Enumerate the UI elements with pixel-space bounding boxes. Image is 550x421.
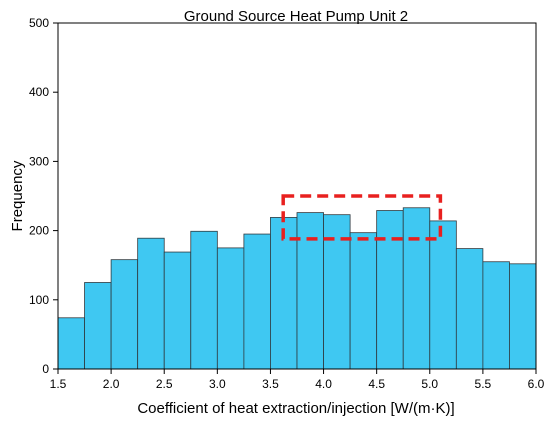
histogram-bar — [509, 263, 537, 370]
y-axis-label: Frequency — [9, 160, 26, 231]
y-tick-label: 500 — [29, 16, 49, 30]
y-axis: 0 100 200 300 400 500 — [29, 16, 58, 376]
y-tick-label: 0 — [42, 362, 49, 376]
histogram-bar — [402, 207, 431, 370]
histogram-bar — [429, 220, 457, 370]
x-tick-label: 1.5 — [50, 377, 67, 391]
chart-title: Ground Source Heat Pump Unit 2 — [184, 8, 408, 25]
histogram-bar — [163, 251, 192, 370]
x-tick-label: 3.5 — [262, 377, 279, 391]
histogram-bar — [482, 261, 510, 370]
plot-frame — [57, 22, 537, 370]
histogram-bar — [57, 317, 85, 370]
histogram-bar — [84, 282, 112, 370]
bars-group — [57, 207, 537, 370]
histogram-bar — [455, 248, 484, 370]
y-tick-label: 200 — [29, 224, 49, 238]
y-tick-label: 400 — [29, 85, 49, 99]
x-axis: 1.5 2.0 2.5 3.0 3.5 4.0 4.5 5.0 5.5 6.0 — [50, 369, 545, 391]
histogram-bar — [243, 233, 271, 370]
x-tick-label: 2.5 — [156, 377, 173, 391]
histogram-bar — [270, 217, 298, 370]
y-tick-label: 100 — [29, 293, 49, 307]
x-tick-label: 4.0 — [315, 377, 332, 391]
histogram-bar — [376, 210, 404, 370]
x-tick-label: 2.0 — [103, 377, 120, 391]
x-tick-label: 6.0 — [528, 377, 545, 391]
histogram-bar — [296, 212, 324, 370]
x-tick-label: 5.5 — [475, 377, 492, 391]
x-axis-label: Coefficient of heat extraction/injection… — [137, 400, 454, 417]
histogram-bar — [110, 259, 139, 370]
histogram-bar — [190, 230, 218, 370]
x-tick-label: 3.0 — [209, 377, 226, 391]
histogram-bar — [216, 247, 245, 370]
x-tick-label: 4.5 — [368, 377, 385, 391]
histogram-bar — [349, 232, 378, 370]
highlight-box — [281, 194, 443, 241]
histogram-bar — [137, 237, 165, 370]
x-tick-label: 5.0 — [421, 377, 438, 391]
y-tick-label: 300 — [29, 154, 49, 168]
